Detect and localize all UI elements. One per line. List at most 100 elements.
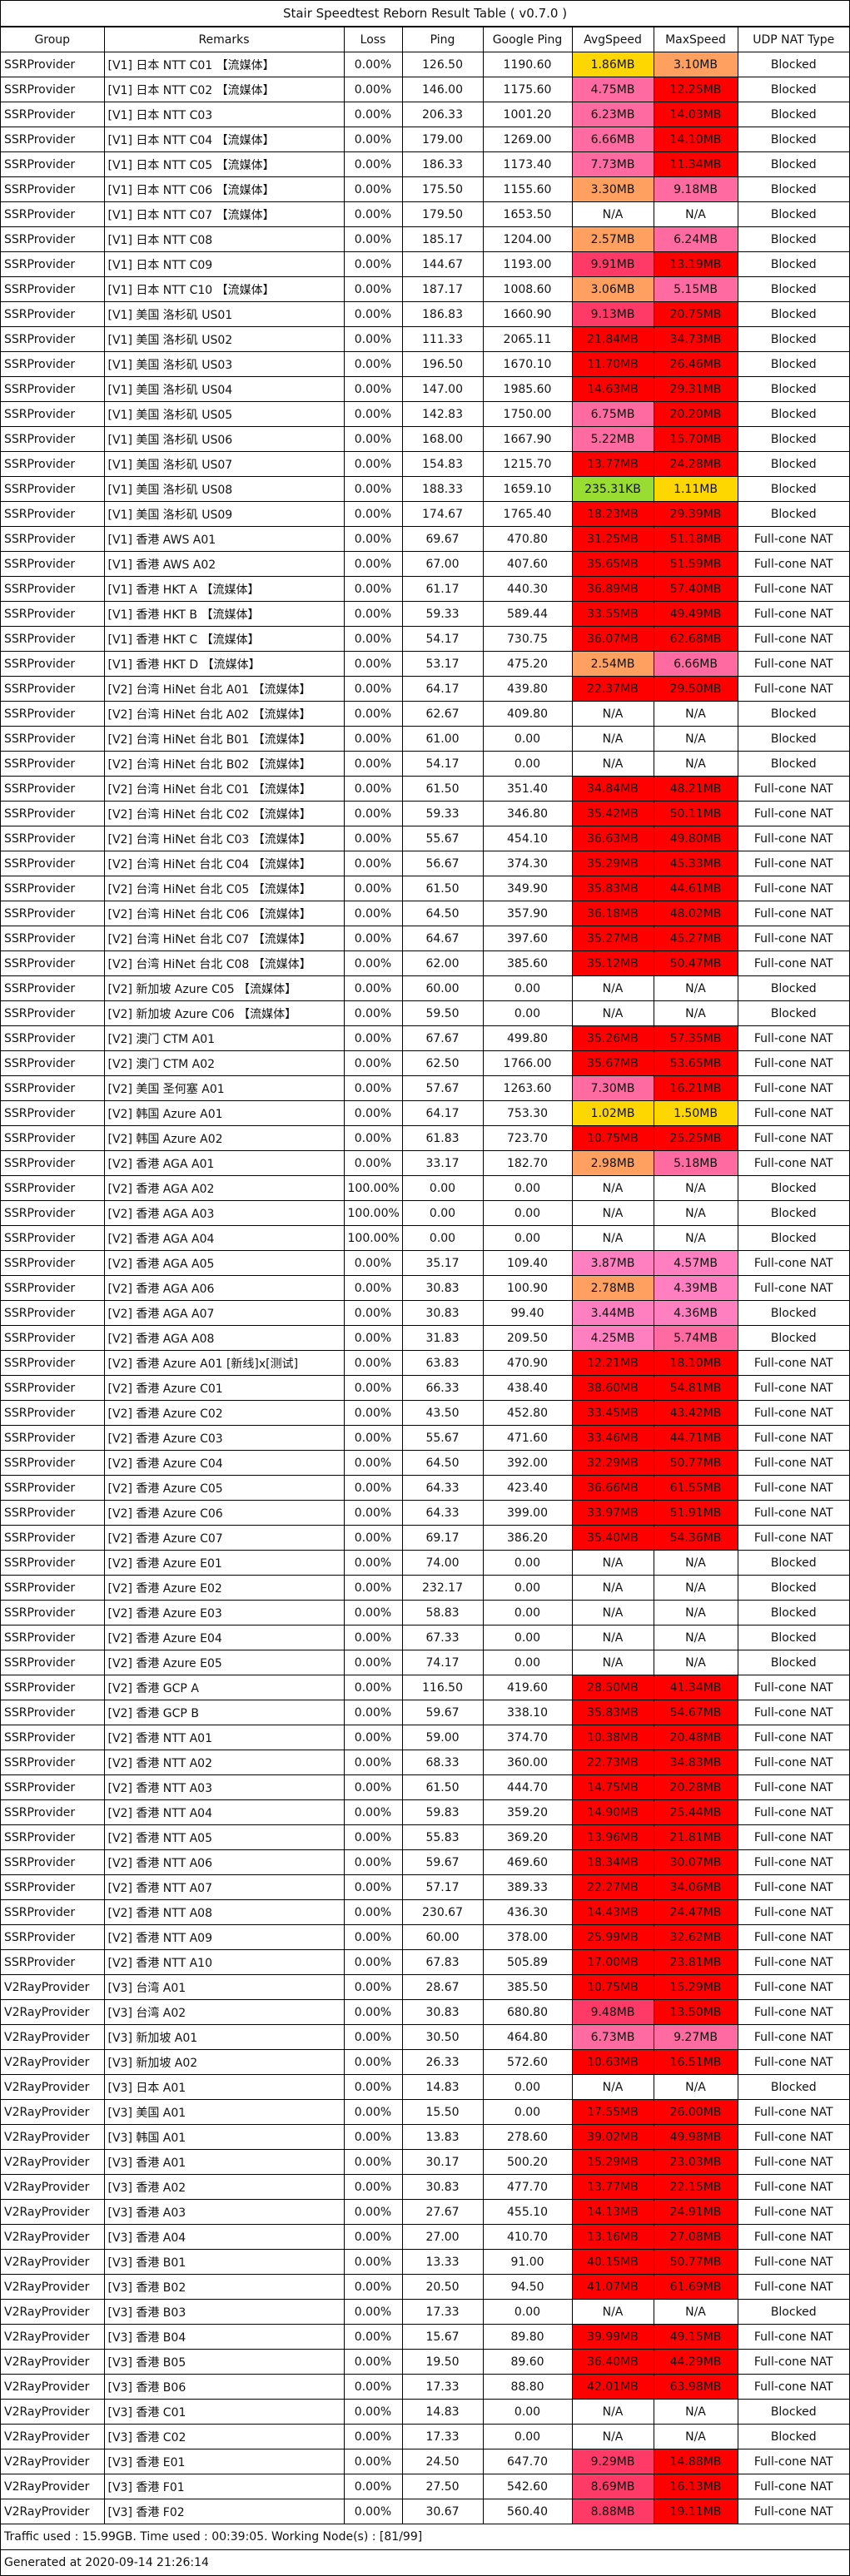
group-cell: V2RayProvider bbox=[1, 2449, 105, 2474]
avg-speed-cell: 14.63MB bbox=[571, 376, 654, 402]
table-row: SSRProvider [V2] 香港 AGA A08 0.00% 31.83 209.… bbox=[1, 1325, 849, 1351]
ping-cell: 19.50 bbox=[401, 2349, 484, 2375]
udp-nat-type-cell: Full-cone NAT bbox=[737, 1500, 849, 1526]
remarks-cell: [V2] 台湾 HiNet 台北 B02 【流媒体】 bbox=[103, 751, 345, 777]
google-ping-cell: 351.40 bbox=[482, 776, 573, 802]
google-ping-cell: 475.20 bbox=[482, 651, 573, 677]
ping-cell: 196.50 bbox=[401, 351, 484, 377]
google-ping-cell: 385.60 bbox=[482, 950, 573, 976]
table-row: SSRProvider [V2] 澳门 CTM A02 0.00% 62.50 1766… bbox=[1, 1050, 849, 1076]
avg-speed-cell: 12.21MB bbox=[571, 1350, 654, 1376]
ping-cell: 206.33 bbox=[401, 102, 484, 127]
group-cell: SSRProvider bbox=[1, 151, 105, 177]
table-row: V2RayProvider [V3] 香港 F02 0.00% 30.67 560.40… bbox=[1, 2499, 849, 2524]
group-cell: SSRProvider bbox=[1, 1175, 105, 1201]
udp-nat-type-cell: Full-cone NAT bbox=[737, 1400, 849, 1426]
loss-cell: 0.00% bbox=[343, 926, 403, 951]
group-cell: V2RayProvider bbox=[1, 2499, 105, 2524]
table-row: SSRProvider [V2] 新加坡 Azure C05 【流媒体】 0.00%… bbox=[1, 975, 849, 1001]
udp-nat-type-cell: Blocked bbox=[737, 102, 849, 127]
remarks-cell: [V2] 台湾 HiNet 台北 C08 【流媒体】 bbox=[103, 950, 345, 976]
ping-cell: 59.33 bbox=[401, 601, 484, 627]
table-row: SSRProvider [V2] 香港 AGA A03 100.00% 0.00 0.0… bbox=[1, 1200, 849, 1226]
udp-nat-type-cell: Full-cone NAT bbox=[737, 1700, 849, 1725]
avg-speed-cell: 10.38MB bbox=[571, 1725, 654, 1750]
ping-cell: 28.67 bbox=[401, 1974, 484, 2000]
loss-cell: 0.00% bbox=[343, 1500, 403, 1526]
udp-nat-type-cell: Blocked bbox=[737, 426, 849, 452]
header-group[interactable]: Group bbox=[1, 27, 105, 52]
udp-nat-type-cell: Blocked bbox=[737, 77, 849, 102]
remarks-cell: [V2] 香港 Azure C02 bbox=[103, 1400, 345, 1426]
loss-cell: 100.00% bbox=[343, 1200, 403, 1226]
ping-cell: 61.83 bbox=[401, 1125, 484, 1151]
remarks-cell: [V1] 日本 NTT C05 【流媒体】 bbox=[103, 151, 345, 177]
google-ping-cell: 438.40 bbox=[482, 1375, 573, 1401]
loss-cell: 0.00% bbox=[343, 751, 403, 777]
google-ping-cell: 360.00 bbox=[482, 1750, 573, 1775]
google-ping-cell: 88.80 bbox=[482, 2374, 573, 2400]
remarks-cell: [V2] 新加坡 Azure C06 【流媒体】 bbox=[103, 1000, 345, 1026]
remarks-cell: [V1] 香港 AWS A01 bbox=[103, 526, 345, 552]
remarks-cell: [V1] 美国 洛杉矶 US04 bbox=[103, 376, 345, 402]
remarks-cell: [V3] 香港 E01 bbox=[103, 2449, 345, 2474]
google-ping-cell: 452.80 bbox=[482, 1400, 573, 1426]
group-cell: SSRProvider bbox=[1, 1700, 105, 1725]
table-row: V2RayProvider [V3] 新加坡 A02 0.00% 26.33 572.6… bbox=[1, 2049, 849, 2075]
remarks-cell: [V2] 香港 NTT A07 bbox=[103, 1874, 345, 1900]
avg-speed-cell: 3.30MB bbox=[571, 176, 654, 202]
remarks-cell: [V1] 美国 洛杉矶 US07 bbox=[103, 451, 345, 477]
group-cell: SSRProvider bbox=[1, 1500, 105, 1526]
remarks-cell: [V3] 香港 B03 bbox=[103, 2299, 345, 2325]
google-ping-cell: 470.80 bbox=[482, 526, 573, 552]
avg-speed-cell: 36.40MB bbox=[571, 2349, 654, 2375]
loss-cell: 0.00% bbox=[343, 801, 403, 826]
ping-cell: 17.33 bbox=[401, 2374, 484, 2400]
ping-cell: 64.50 bbox=[401, 901, 484, 926]
loss-cell: 0.00% bbox=[343, 1125, 403, 1151]
header-max-speed[interactable]: MaxSpeed bbox=[653, 27, 738, 52]
group-cell: SSRProvider bbox=[1, 1275, 105, 1301]
header-loss[interactable]: Loss bbox=[343, 27, 403, 52]
loss-cell: 0.00% bbox=[343, 1450, 403, 1476]
udp-nat-type-cell: Full-cone NAT bbox=[737, 2024, 849, 2050]
google-ping-cell: 470.90 bbox=[482, 1350, 573, 1376]
loss-cell: 0.00% bbox=[343, 52, 403, 77]
traffic-summary: Traffic used : 15.99GB. Time used : 00:3… bbox=[1, 2524, 849, 2550]
header-udp-nat-type[interactable]: UDP NAT Type bbox=[737, 27, 849, 52]
group-cell: SSRProvider bbox=[1, 1450, 105, 1476]
remarks-cell: [V3] 台湾 A01 bbox=[103, 1974, 345, 2000]
remarks-cell: [V2] 台湾 HiNet 台北 C06 【流媒体】 bbox=[103, 901, 345, 926]
group-cell: V2RayProvider bbox=[1, 2424, 105, 2449]
udp-nat-type-cell: Blocked bbox=[737, 2399, 849, 2425]
google-ping-cell: 560.40 bbox=[482, 2499, 573, 2524]
max-speed-cell: 15.70MB bbox=[653, 426, 738, 452]
udp-nat-type-cell: Full-cone NAT bbox=[737, 950, 849, 976]
remarks-cell: [V3] 韩国 A01 bbox=[103, 2124, 345, 2150]
group-cell: SSRProvider bbox=[1, 1899, 105, 1925]
google-ping-cell: 419.60 bbox=[482, 1675, 573, 1700]
header-google-ping[interactable]: Google Ping bbox=[482, 27, 573, 52]
ping-cell: 31.83 bbox=[401, 1325, 484, 1351]
group-cell: SSRProvider bbox=[1, 401, 105, 427]
group-cell: SSRProvider bbox=[1, 626, 105, 652]
header-remarks[interactable]: Remarks bbox=[103, 27, 345, 52]
udp-nat-type-cell: Full-cone NAT bbox=[737, 676, 849, 702]
avg-speed-cell: 2.54MB bbox=[571, 651, 654, 677]
table-row: SSRProvider [V2] 香港 NTT A04 0.00% 59.83 359.… bbox=[1, 1799, 849, 1825]
max-speed-cell: 44.29MB bbox=[653, 2349, 738, 2375]
udp-nat-type-cell: Full-cone NAT bbox=[737, 2349, 849, 2375]
group-cell: SSRProvider bbox=[1, 1425, 105, 1451]
google-ping-cell: 91.00 bbox=[482, 2249, 573, 2275]
udp-nat-type-cell: Blocked bbox=[737, 1225, 849, 1251]
header-avg-speed[interactable]: AvgSpeed bbox=[571, 27, 654, 52]
ping-cell: 26.33 bbox=[401, 2049, 484, 2075]
header-ping[interactable]: Ping bbox=[401, 27, 484, 52]
avg-speed-cell: 5.22MB bbox=[571, 426, 654, 452]
udp-nat-type-cell: Blocked bbox=[737, 751, 849, 777]
avg-speed-cell: 1.86MB bbox=[571, 52, 654, 77]
remarks-cell: [V2] 香港 NTT A01 bbox=[103, 1725, 345, 1750]
google-ping-cell: 680.80 bbox=[482, 1999, 573, 2025]
remarks-cell: [V3] 香港 C02 bbox=[103, 2424, 345, 2449]
remarks-cell: [V2] 香港 Azure E04 bbox=[103, 1625, 345, 1650]
